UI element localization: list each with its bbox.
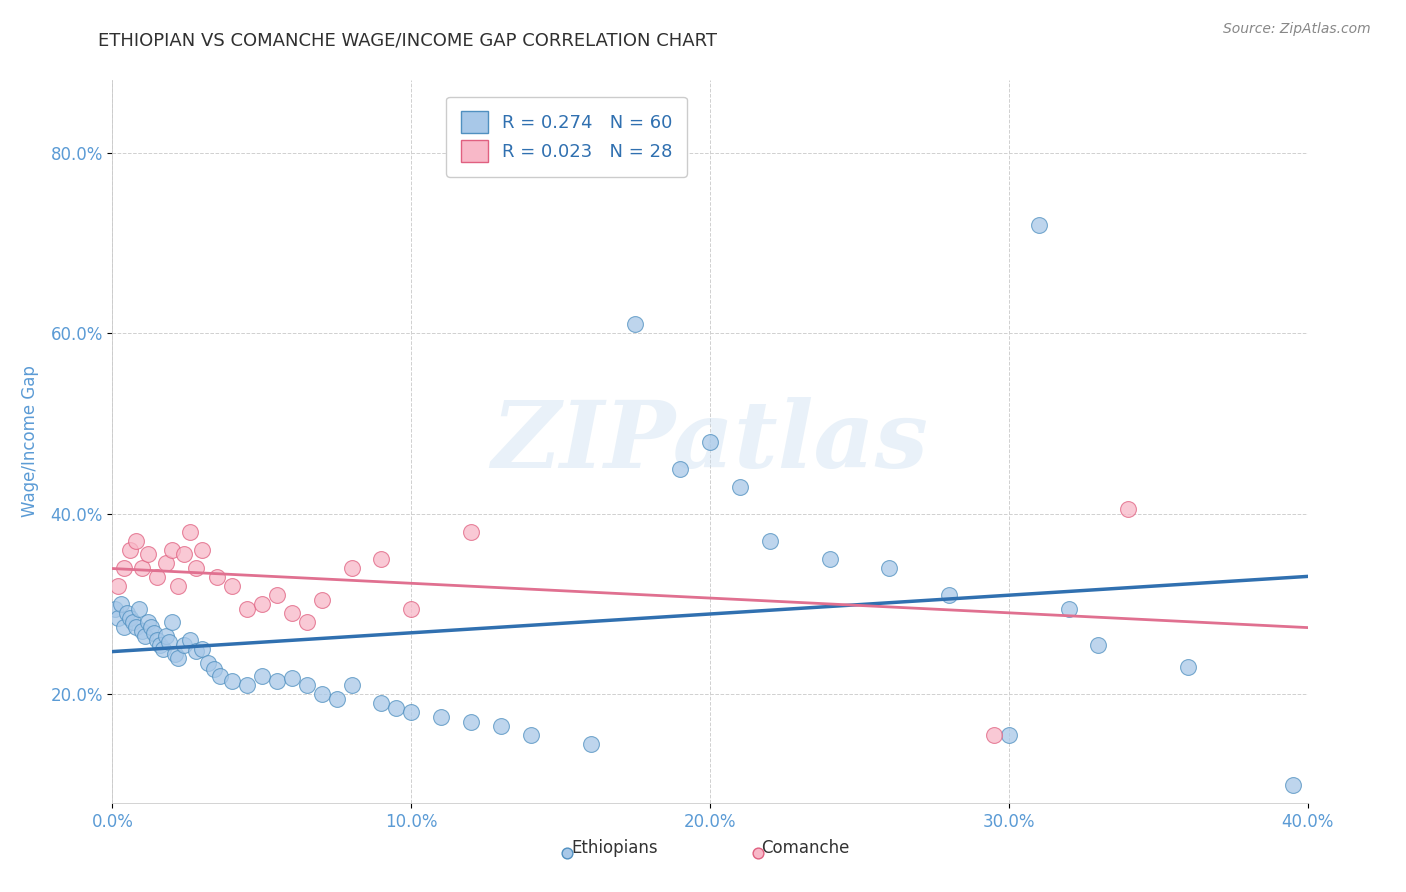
Point	[295, 615, 318, 630]
Text: Source: ZipAtlas.com: Source: ZipAtlas.com	[1223, 22, 1371, 37]
Point	[236, 678, 259, 692]
Point	[186, 561, 208, 575]
Point	[489, 719, 512, 733]
Point	[167, 579, 190, 593]
Point	[191, 642, 214, 657]
Point	[579, 737, 602, 751]
Point	[114, 620, 135, 634]
Point	[699, 434, 721, 449]
Point	[155, 629, 177, 643]
Point	[295, 678, 318, 692]
Point	[134, 629, 156, 643]
Point	[221, 673, 243, 688]
Point	[186, 644, 208, 658]
Point	[460, 524, 482, 539]
Point	[340, 561, 363, 575]
Point	[759, 533, 782, 548]
Point	[370, 552, 392, 566]
Point	[157, 635, 180, 649]
Point	[460, 714, 482, 729]
Point	[205, 570, 228, 584]
Point	[938, 588, 960, 602]
Point	[209, 669, 232, 683]
Point	[624, 317, 647, 331]
Point	[197, 656, 219, 670]
Point	[131, 561, 153, 575]
Point	[669, 461, 692, 475]
Y-axis label: Wage/Income Gap: Wage/Income Gap	[21, 366, 39, 517]
Legend: R = 0.274   N = 60, R = 0.023   N = 28: R = 0.274 N = 60, R = 0.023 N = 28	[446, 96, 688, 177]
Point	[385, 701, 408, 715]
Point	[983, 728, 1005, 742]
Point	[162, 542, 183, 557]
Point	[1028, 218, 1050, 232]
Point	[250, 597, 273, 611]
Point	[107, 579, 129, 593]
Point	[155, 557, 177, 571]
Point	[236, 601, 259, 615]
Point	[125, 533, 148, 548]
Point	[1057, 601, 1080, 615]
Point	[325, 692, 347, 706]
Point	[520, 728, 543, 742]
Point	[266, 673, 288, 688]
Point	[114, 561, 135, 575]
Point	[141, 620, 163, 634]
Point	[221, 579, 243, 593]
Point	[146, 633, 169, 648]
Point	[311, 687, 333, 701]
Point	[1087, 638, 1109, 652]
Point	[120, 542, 142, 557]
Point	[998, 728, 1021, 742]
Point	[167, 651, 190, 665]
Point	[311, 592, 333, 607]
Point	[266, 588, 288, 602]
Point	[104, 601, 127, 615]
Point	[1118, 502, 1140, 516]
Point	[281, 671, 304, 685]
Point	[1281, 778, 1303, 792]
Point	[107, 610, 129, 624]
Point	[879, 561, 901, 575]
Point	[131, 624, 153, 639]
Point	[173, 548, 195, 562]
Point	[110, 597, 132, 611]
Point	[728, 480, 751, 494]
Point	[179, 524, 201, 539]
Text: Ethiopians: Ethiopians	[571, 839, 658, 857]
Point	[149, 638, 172, 652]
Point	[250, 669, 273, 683]
Point	[191, 542, 214, 557]
Point	[1177, 660, 1199, 674]
Point	[122, 615, 145, 630]
Point	[430, 710, 453, 724]
Point	[340, 678, 363, 692]
Point	[128, 601, 150, 615]
Point	[165, 647, 187, 661]
Point	[401, 706, 423, 720]
Point	[117, 606, 139, 620]
Point	[152, 642, 174, 657]
Point	[138, 548, 160, 562]
Point	[162, 615, 183, 630]
Point	[146, 570, 169, 584]
Point	[125, 620, 148, 634]
Point	[179, 633, 201, 648]
Text: Comanche: Comanche	[762, 839, 849, 857]
Point	[143, 626, 166, 640]
Point	[818, 552, 841, 566]
Text: ZIPatlas: ZIPatlas	[492, 397, 928, 486]
Point	[173, 638, 195, 652]
Point	[370, 697, 392, 711]
Point	[120, 610, 142, 624]
Point	[202, 662, 225, 676]
Point	[281, 606, 304, 620]
Point	[401, 601, 423, 615]
Point	[138, 615, 160, 630]
Text: ETHIOPIAN VS COMANCHE WAGE/INCOME GAP CORRELATION CHART: ETHIOPIAN VS COMANCHE WAGE/INCOME GAP CO…	[98, 31, 717, 49]
